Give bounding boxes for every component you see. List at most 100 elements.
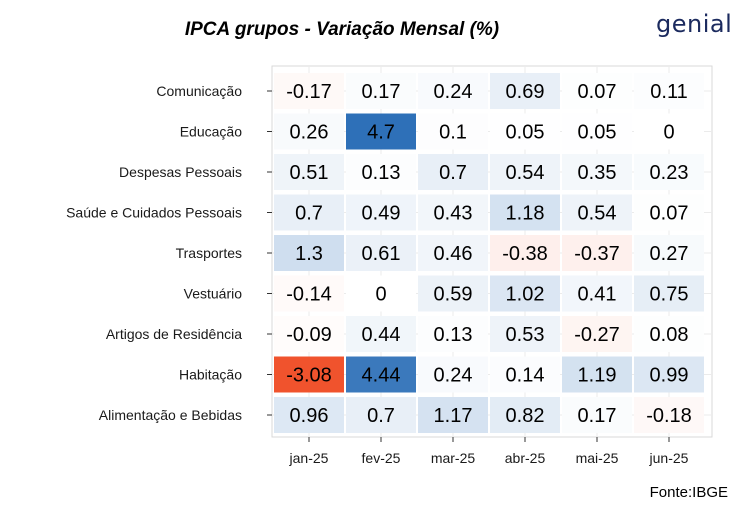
- heatmap-cell: [634, 235, 704, 271]
- x-tick-label: jun-25: [649, 450, 689, 466]
- cell-label: -0.14: [286, 284, 332, 306]
- cell-label: 0.13: [434, 324, 473, 346]
- heatmap-cell: [562, 316, 632, 352]
- heatmap-cell: [490, 73, 560, 109]
- cell-label: 0.43: [434, 203, 473, 225]
- cell-label: 0.35: [578, 162, 617, 184]
- cell-label: 0.13: [362, 162, 401, 184]
- cell-label: 0.07: [578, 81, 617, 103]
- cell-label: 0.14: [506, 365, 545, 387]
- cell-label: 0.41: [578, 284, 617, 306]
- heatmap-cell: [490, 113, 560, 150]
- cell-label: 0.96: [290, 405, 329, 427]
- cell-label: 0.69: [506, 81, 545, 103]
- heatmap-cell: [346, 316, 416, 352]
- y-tick-label: Educação: [180, 124, 242, 140]
- chart-title: IPCA grupos - Variação Mensal (%): [184, 19, 500, 40]
- heatmap-cell: [490, 275, 560, 312]
- y-tick-label: Artigos de Residência: [106, 326, 242, 342]
- cell-label: 0.99: [650, 365, 689, 387]
- genial-logo: genial: [656, 10, 733, 38]
- heatmap-cell: [274, 316, 344, 352]
- heatmap-cell: [490, 235, 560, 271]
- heatmap-cell: [418, 113, 488, 150]
- heatmap-cell: [274, 235, 344, 271]
- y-tick-label: Vestuário: [184, 286, 243, 302]
- heatmap-cell: [490, 397, 560, 433]
- cell-label: -0.38: [502, 243, 548, 265]
- heatmap-cell: [346, 356, 416, 393]
- heatmap-cell: [562, 154, 632, 190]
- heatmap-cell: [634, 397, 704, 433]
- heatmap-cell: [418, 356, 488, 393]
- cell-label: 0.61: [362, 243, 401, 265]
- cell-label: 1.3: [295, 243, 323, 265]
- cell-label: 0.05: [506, 122, 545, 144]
- cell-label: 0.53: [506, 324, 545, 346]
- y-tick-label: Habitação: [179, 367, 242, 383]
- heatmap-cell: [418, 397, 488, 433]
- heatmap-cell: [418, 235, 488, 271]
- heatmap-cell: [634, 194, 704, 231]
- cell-label: 0.59: [434, 284, 473, 306]
- cell-label: 4.44: [362, 365, 401, 387]
- heatmap-cell: [490, 316, 560, 352]
- y-tick-label: Alimentação e Bebidas: [99, 407, 242, 423]
- heatmap-cell: [634, 113, 704, 150]
- cell-label: 0.49: [362, 203, 401, 225]
- heatmap-cell: [274, 397, 344, 433]
- cell-labels: -0.17 0.17 0.24 0.69 0.07 0.11 0.26 4.7 0.1 0.05 0…: [286, 81, 692, 427]
- heatmap-cells: [274, 73, 704, 433]
- heatmap-cell: [346, 194, 416, 231]
- heatmap-cell: [634, 356, 704, 393]
- heatmap-cell: [346, 275, 416, 312]
- heatmap-cell: [562, 275, 632, 312]
- cell-label: 0.27: [650, 243, 689, 265]
- heatmap-cell: [562, 113, 632, 150]
- cell-label: 0.17: [362, 81, 401, 103]
- cell-label: -0.37: [574, 243, 620, 265]
- heatmap-cell: [562, 73, 632, 109]
- cell-label: 1.17: [434, 405, 473, 427]
- cell-label: 0.51: [290, 162, 329, 184]
- cell-label: 0.11: [650, 81, 687, 103]
- heatmap-cell: [346, 397, 416, 433]
- x-tick-label: abr-25: [505, 450, 546, 466]
- x-axis: jan-25 fev-25 mar-25 abr-25 mai-25 jun-25: [289, 437, 689, 466]
- heatmap-cell: [346, 154, 416, 190]
- cell-label: -0.17: [286, 81, 332, 103]
- cell-label: 0.82: [506, 405, 545, 427]
- cell-label: 0.17: [578, 405, 617, 427]
- cell-label: 0.23: [650, 162, 689, 184]
- cell-label: 0.26: [290, 122, 329, 144]
- cell-label: 1.18: [506, 203, 545, 225]
- cell-label: -3.08: [286, 365, 332, 387]
- heatmap-cell: [418, 73, 488, 109]
- heatmap-cell: [346, 73, 416, 109]
- cell-label: 0.05: [578, 122, 617, 144]
- heatmap-cell: [418, 194, 488, 231]
- cell-label: 0: [663, 122, 674, 144]
- cell-label: 0.75: [650, 284, 689, 306]
- x-tick-label: mai-25: [576, 450, 619, 466]
- heatmap-cell: [562, 356, 632, 393]
- cell-label: 1.19: [578, 365, 617, 387]
- heatmap-cell: [562, 397, 632, 433]
- cell-label: 0.54: [506, 162, 545, 184]
- heatmap-cell: [274, 275, 344, 312]
- heatmap-cell: [562, 235, 632, 271]
- y-tick-label: Despesas Pessoais: [119, 164, 242, 180]
- x-tick-label: mar-25: [431, 450, 476, 466]
- heatmap-cell: [634, 275, 704, 312]
- heatmap-cell: [418, 316, 488, 352]
- source-note: Fonte:IBGE: [649, 484, 728, 501]
- heatmap-cell: [274, 113, 344, 150]
- heatmap-cell: [274, 194, 344, 231]
- cell-label: 0.7: [439, 162, 467, 184]
- heatmap-cell: [634, 73, 704, 109]
- heatmap-cell: [562, 194, 632, 231]
- cell-label: 0.44: [362, 324, 401, 346]
- heatmap-cell: [346, 113, 416, 150]
- x-tick-label: jan-25: [289, 450, 329, 466]
